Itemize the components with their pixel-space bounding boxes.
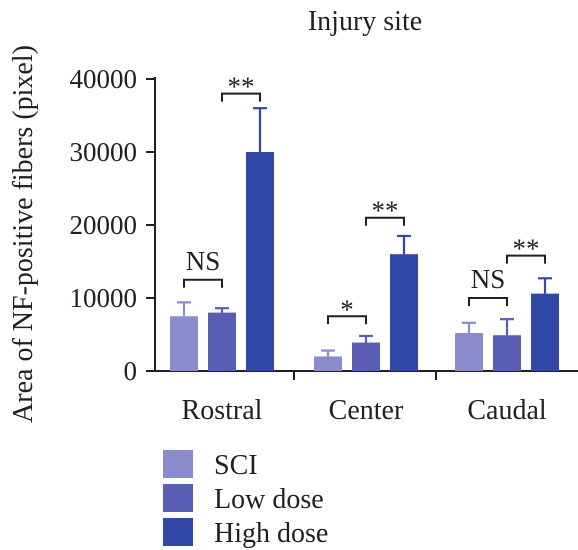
bar-sci-rostral: [170, 316, 198, 371]
category-labels: Rostral Center Caudal: [182, 395, 547, 426]
bar-high-dose-caudal: [531, 293, 559, 371]
chart-title: Injury site: [308, 6, 422, 37]
significance-bracket: [365, 216, 405, 226]
legend-swatch-high-dose: [163, 518, 193, 546]
significance-bracket: [327, 315, 367, 325]
legend-swatch-sci: [163, 450, 193, 478]
bar-low-dose-rostral: [208, 312, 236, 371]
category-label-caudal: Caudal: [467, 395, 547, 426]
error-bars: [177, 107, 552, 357]
y-tick-labels: 0 10000 20000 30000 40000: [70, 64, 138, 386]
bar-low-dose-caudal: [493, 335, 521, 371]
bar-sci-caudal: [455, 333, 483, 371]
bar-high-dose-rostral: [246, 152, 274, 371]
legend-label-sci: SCI: [214, 450, 258, 481]
category-label-center: Center: [329, 395, 404, 426]
significance-label: **: [513, 234, 540, 264]
significance-annotations: **NS*****NS: [183, 72, 546, 325]
significance-label: NS: [186, 246, 221, 276]
significance-label: **: [228, 72, 255, 102]
significance-bracket: [221, 92, 261, 102]
significance-bracket: [183, 278, 223, 288]
significance-bracket: [506, 254, 546, 264]
significance-label: *: [340, 294, 354, 324]
bars: [170, 152, 559, 371]
y-tick-label: 20000: [70, 210, 138, 240]
y-tick-label: 10000: [70, 283, 138, 313]
bar-low-dose-center: [352, 342, 380, 371]
y-tick-label: 0: [124, 356, 138, 386]
category-label-rostral: Rostral: [182, 395, 263, 426]
significance-bracket: [468, 297, 508, 306]
y-tick-label: 30000: [70, 137, 138, 167]
significance-label: NS: [471, 264, 506, 294]
legend-label-low-dose: Low dose: [214, 484, 324, 515]
legend-label-high-dose: High dose: [214, 518, 328, 549]
y-tick-label: 40000: [70, 64, 138, 94]
legend-swatch-low-dose: [163, 484, 193, 512]
y-axis-label: Area of NF-positive fibers (pixel): [8, 45, 39, 423]
significance-label: **: [372, 196, 399, 226]
bar-sci-center: [314, 356, 342, 371]
bar-high-dose-center: [390, 254, 418, 371]
